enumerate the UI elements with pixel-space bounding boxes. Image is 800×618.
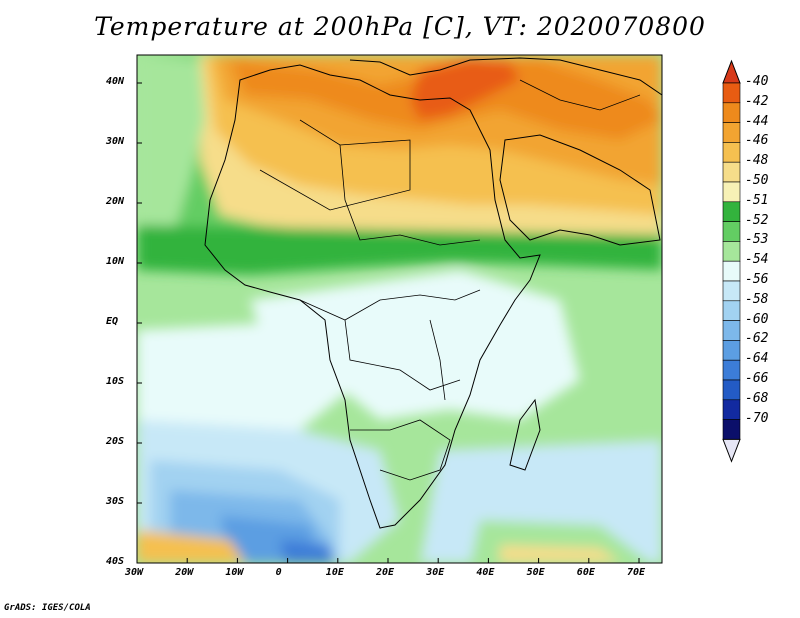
arabia-coast <box>499 134 661 246</box>
colorbar-level-label: -64 <box>745 351 769 367</box>
africa-coast <box>204 64 541 529</box>
colorbar-segment <box>722 201 741 222</box>
colorbar-segment <box>722 340 741 361</box>
colorbar <box>722 59 741 463</box>
lat-label: 10N <box>106 256 125 267</box>
colorbar-cap-low <box>722 438 741 463</box>
colorbar-level-label: -68 <box>745 390 769 406</box>
lon-label: 10W <box>225 567 244 578</box>
lon-label: 20W <box>175 567 194 578</box>
colorbar-level-label: -44 <box>745 113 769 129</box>
colorbar-level-label: -51 <box>745 192 769 208</box>
colorbar-cap-high <box>722 59 741 84</box>
colorbar-segment <box>722 359 741 381</box>
colorbar-level-label: -42 <box>745 93 769 109</box>
temperature-field <box>137 55 662 563</box>
lon-label: 20E <box>376 567 395 578</box>
lon-label: 0 <box>275 567 282 578</box>
colorbar-segment <box>722 102 741 123</box>
colorbar-segment <box>722 241 741 262</box>
colorbar-segment <box>722 419 741 440</box>
colorbar-level-label: -66 <box>745 371 769 386</box>
lat-label: 10S <box>106 376 125 387</box>
borders-north <box>259 119 411 211</box>
lon-label: 40E <box>476 567 495 578</box>
colorbar-segment <box>722 221 741 242</box>
colorbar-level-label: -50 <box>745 173 769 188</box>
colorbar-segment <box>722 320 741 341</box>
lon-label: 10E <box>325 567 344 578</box>
colorbar-segment <box>722 280 741 302</box>
colorbar-segment <box>722 300 741 321</box>
lon-label: 70E <box>627 567 646 578</box>
axis-ticks <box>136 82 640 564</box>
lat-label: 30S <box>106 496 125 507</box>
lat-label: 20S <box>106 436 125 447</box>
colorbar-segment <box>722 122 741 143</box>
colorbar-level-label: -53 <box>745 232 769 248</box>
colorbar-segment <box>722 82 741 104</box>
colorbar-level-label: -40 <box>745 74 769 89</box>
colorbar-level-label: -46 <box>745 133 769 149</box>
lon-label: 30W <box>125 567 144 578</box>
map-title: Temperature at 200hPa [C], VT: 202007080… <box>94 12 706 41</box>
colorbar-segment <box>722 260 741 282</box>
footer-credit: GrADS: IGES/COLA <box>4 603 91 613</box>
colorbar-level-label: -62 <box>745 331 769 347</box>
lat-label: 20N <box>106 196 125 207</box>
colorbar-segment <box>722 161 741 183</box>
colorbar-segment <box>722 181 741 203</box>
colorbar-level-label: -56 <box>745 272 769 287</box>
lat-label: 40N <box>106 76 125 87</box>
lat-label: 40S <box>106 556 125 567</box>
madagascar-coast <box>509 398 541 471</box>
lat-label: EQ <box>106 316 119 327</box>
colorbar-level-label: -48 <box>745 153 769 169</box>
colorbar-segment <box>722 142 741 163</box>
colorbar-level-label: -60 <box>745 311 769 327</box>
plot-frame <box>136 54 663 564</box>
colorbar-level-label: -52 <box>745 212 769 228</box>
lon-label: 50E <box>526 567 545 578</box>
lat-label: 30N <box>106 136 125 147</box>
europe-coast <box>349 57 662 96</box>
lon-label: 30E <box>426 567 445 578</box>
colorbar-segment <box>722 379 741 401</box>
coastline-overlay <box>204 57 662 529</box>
colorbar-level-label: -58 <box>745 291 769 307</box>
lon-label: 60E <box>576 567 595 578</box>
colorbar-level-label: -54 <box>745 252 769 268</box>
colorbar-segment <box>722 399 741 420</box>
colorbar-level-label: -70 <box>745 410 769 426</box>
